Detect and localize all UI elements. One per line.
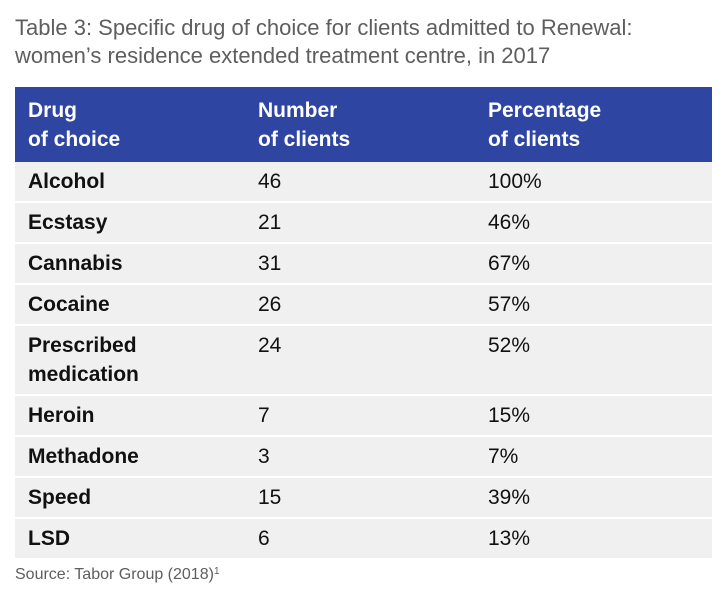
column-header-number: Number of clients [245,87,475,162]
cell-percentage: 39% [488,486,531,509]
table-row: Speed 15 39% [15,477,712,518]
cell-drug: Ecstasy [15,202,245,243]
column-header-drug-line-1: Drug [28,98,77,122]
cell-number: 6 [258,527,270,550]
table-row: Cocaine 26 57% [15,284,712,325]
column-header-percentage: Percentage of clients [475,87,712,162]
drug-table-container: Drug of choice Number of clients Percent… [15,87,712,558]
cell-percentage: 52% [488,334,531,357]
drug-of-choice-table: Drug of choice Number of clients Percent… [15,87,712,558]
table-row: Prescribed medication 24 52% [15,325,712,395]
column-header-percentage-line-2: of clients [488,127,581,151]
cell-drug-line: Heroin [28,404,95,427]
source-footnote-marker: 1 [213,566,220,577]
table-header-row: Drug of choice Number of clients Percent… [15,87,712,162]
table-row: Methadone 3 7% [15,436,712,477]
cell-percentage: 67% [488,252,531,275]
cell-number: 15 [258,486,282,509]
table-row: Heroin 7 15% [15,395,712,436]
table-title: Table 3: Specific drug of choice for cli… [15,14,715,70]
cell-number: 3 [258,445,270,468]
cell-percentage: 15% [488,404,531,427]
cell-percentage: 7% [488,445,519,468]
cell-drug-line: Speed [28,486,92,509]
table-title-line-1: Table 3: Specific drug of choice for cli… [15,15,633,40]
column-header-number-line-2: of clients [258,127,351,151]
cell-drug-line: Alcohol [28,170,105,193]
cell-number: 31 [258,252,282,275]
table-row: LSD 6 13% [15,518,712,558]
column-header-number-line-1: Number [258,98,338,122]
cell-percentage: 100% [488,170,542,193]
cell-percentage: 57% [488,293,531,316]
cell-drug-line: medication [28,363,139,386]
table-title-line-2: women’s residence extended treatment cen… [15,43,551,68]
column-header-drug: Drug of choice [15,87,245,162]
cell-drug: Alcohol [15,162,245,202]
cell-drug-line: Cocaine [28,293,110,316]
cell-drug-line: Methadone [28,445,139,468]
cell-drug-line: Cannabis [28,252,123,275]
cell-drug: Prescribed medication [15,325,245,395]
table-body: Alcohol 46 100% Ecstasy 21 46% Cannabis 31 67% Co… [15,162,712,558]
column-header-percentage-line-1: Percentage [488,98,602,122]
cell-drug-line: LSD [28,527,70,550]
cell-drug: Methadone [15,436,245,477]
cell-drug: Speed [15,477,245,518]
cell-drug: Cocaine [15,284,245,325]
cell-drug-line: Ecstasy [28,211,108,234]
cell-drug: LSD [15,518,245,558]
cell-percentage: 46% [488,211,531,234]
cell-drug: Cannabis [15,243,245,284]
table-row: Cannabis 31 67% [15,243,712,284]
column-header-drug-line-2: of choice [28,127,121,151]
cell-percentage: 13% [488,527,531,550]
source-text: Source: Tabor Group (2018) [15,566,214,583]
source-note: Source: Tabor Group (2018)1 [15,565,220,585]
cell-drug: Heroin [15,395,245,436]
table-row: Ecstasy 21 46% [15,202,712,243]
table-header: Drug of choice Number of clients Percent… [15,87,712,162]
cell-drug-line: Prescribed [28,334,137,357]
cell-number: 7 [258,404,270,427]
cell-number: 26 [258,293,282,316]
cell-number: 24 [258,334,282,357]
cell-number: 21 [258,211,282,234]
cell-number: 46 [258,170,282,193]
table-row: Alcohol 46 100% [15,162,712,202]
